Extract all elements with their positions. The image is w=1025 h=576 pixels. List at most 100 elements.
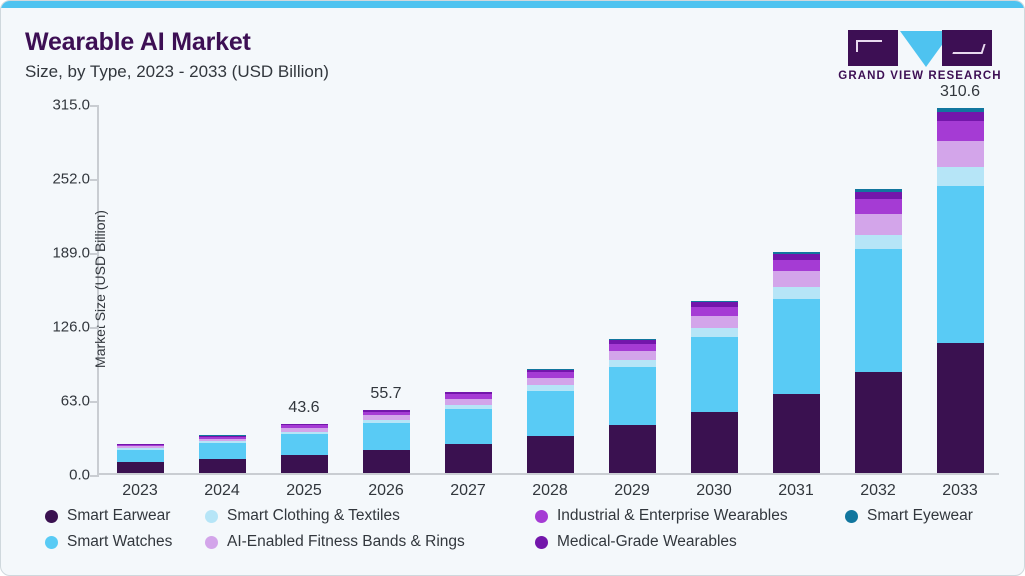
bar-segment[interactable] <box>526 377 574 386</box>
bar-segment[interactable] <box>526 390 574 436</box>
bar-segment[interactable] <box>526 435 574 473</box>
bar-segment[interactable] <box>526 369 574 373</box>
bar-segment[interactable] <box>690 302 738 307</box>
legend-item[interactable]: Smart Earwear <box>45 507 170 525</box>
bar-stack[interactable]: 2033 <box>936 108 984 499</box>
bar-segment[interactable] <box>116 444 164 445</box>
bar-segment[interactable] <box>690 306 738 316</box>
bar-segment[interactable] <box>772 394 820 473</box>
bar-segment[interactable] <box>362 415 410 420</box>
bar-segment[interactable] <box>772 253 820 260</box>
bar-segment[interactable] <box>362 423 410 451</box>
bar-segment[interactable] <box>198 436 246 439</box>
y-tick-mark <box>90 327 99 329</box>
bar-segment[interactable] <box>362 410 410 412</box>
bar-segment[interactable] <box>772 259 820 272</box>
bar-stack[interactable]: 2025 <box>280 423 328 499</box>
bar-segment[interactable] <box>280 425 328 429</box>
bar-segment[interactable] <box>526 372 574 378</box>
bar-segment[interactable] <box>116 444 164 447</box>
bar-stack[interactable]: 2027 <box>444 391 492 499</box>
bar-stack[interactable]: 2026 <box>362 409 410 499</box>
bar-stack[interactable]: 2031 <box>772 251 820 499</box>
bar-segment[interactable] <box>198 441 246 444</box>
y-tick-mark <box>90 179 99 181</box>
legend-item[interactable]: AI-Enabled Fitness Bands & Rings <box>205 533 465 551</box>
legend-item[interactable]: Smart Clothing & Textiles <box>205 507 400 525</box>
bar-segment[interactable] <box>362 419 410 424</box>
bar-segment[interactable] <box>936 343 984 473</box>
bar-segment[interactable] <box>526 368 574 370</box>
bar-stack[interactable]: 2032 <box>854 189 902 499</box>
legend-item[interactable]: Smart Watches <box>45 533 172 551</box>
bar-segment[interactable] <box>936 121 984 141</box>
bar-segment[interactable] <box>608 367 656 426</box>
bar-segment[interactable] <box>362 450 410 473</box>
bar-segment[interactable] <box>608 343 656 351</box>
legend-item[interactable]: Smart Eyewear <box>845 507 973 525</box>
bar-segment[interactable] <box>116 446 164 449</box>
bar-segment[interactable] <box>936 140 984 167</box>
bar-segment[interactable] <box>198 443 246 460</box>
bar-segment[interactable] <box>444 408 492 444</box>
bar-segment[interactable] <box>772 271 820 288</box>
bar-segment[interactable] <box>608 425 656 473</box>
bar-segment[interactable] <box>280 428 328 432</box>
bar-segment[interactable] <box>116 450 164 463</box>
x-tick-label: 2027 <box>450 482 486 499</box>
bar-segment[interactable] <box>444 398 492 405</box>
bar-segment[interactable] <box>362 409 410 411</box>
bar-segment[interactable] <box>854 371 902 473</box>
bar-segment[interactable] <box>198 435 246 437</box>
bar-segment[interactable] <box>444 404 492 409</box>
bar-stack[interactable]: 2028 <box>526 368 574 499</box>
bar-segment[interactable] <box>936 108 984 112</box>
bar-segment[interactable] <box>854 249 902 372</box>
bar-segment[interactable] <box>772 287 820 299</box>
bar-segment[interactable] <box>854 191 902 199</box>
bar-segment[interactable] <box>854 199 902 215</box>
bar-segment[interactable] <box>690 328 738 338</box>
legend-item[interactable]: Medical-Grade Wearables <box>535 533 737 551</box>
bar-segment[interactable] <box>936 185 984 344</box>
bar-segment[interactable] <box>690 337 738 412</box>
bar-segment[interactable] <box>690 315 738 329</box>
x-tick-label: 2028 <box>532 482 568 499</box>
bar-segment[interactable] <box>444 394 492 399</box>
bar-segment[interactable] <box>854 214 902 235</box>
bar-segment[interactable] <box>690 300 738 303</box>
bar-segment[interactable] <box>280 434 328 456</box>
bar-segment[interactable] <box>936 166 984 186</box>
bar-stack[interactable]: 2023 <box>116 443 164 499</box>
bar-segment[interactable] <box>198 438 246 442</box>
bar-segment[interactable] <box>608 338 656 341</box>
bar-stack[interactable]: 2029 <box>608 338 656 499</box>
bar-segment[interactable] <box>444 392 492 395</box>
bar-segment[interactable] <box>608 350 656 361</box>
y-tick-mark <box>90 475 99 477</box>
bar-stack[interactable]: 2030 <box>690 300 738 499</box>
bar-segment[interactable] <box>116 448 164 450</box>
bar-segment[interactable] <box>772 298 820 395</box>
bar-segment[interactable] <box>362 411 410 416</box>
chart-header: Wearable AI Market Size, by Type, 2023 -… <box>1 8 1024 90</box>
bar-segment[interactable] <box>854 234 902 250</box>
bar-stack[interactable]: 2024 <box>198 435 246 499</box>
bar-segment[interactable] <box>280 431 328 435</box>
bar-segment[interactable] <box>608 360 656 368</box>
bar-segment[interactable] <box>772 251 820 254</box>
legend-item[interactable]: Industrial & Enterprise Wearables <box>535 507 788 525</box>
bar-segment[interactable] <box>444 443 492 473</box>
bar-segment[interactable] <box>608 340 656 344</box>
x-tick-label: 2030 <box>696 482 732 499</box>
bar-segment[interactable] <box>444 391 492 393</box>
bar-segment[interactable] <box>690 411 738 473</box>
bar-segment[interactable] <box>280 455 328 473</box>
bar-segment[interactable] <box>116 462 164 473</box>
bar-segment[interactable] <box>526 385 574 391</box>
y-tick-label: 315.0 <box>52 96 90 114</box>
bar-segment[interactable] <box>936 111 984 122</box>
bar-segment[interactable] <box>854 189 902 192</box>
bar-segment[interactable] <box>198 459 246 473</box>
bar-segment[interactable] <box>280 424 328 426</box>
